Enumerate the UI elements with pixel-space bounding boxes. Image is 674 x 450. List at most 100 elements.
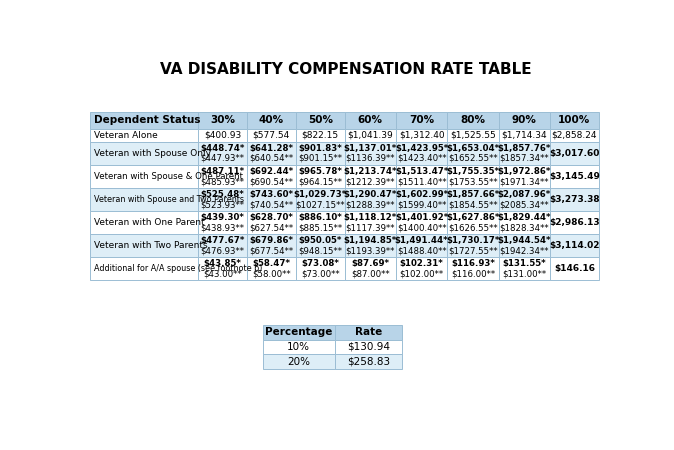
Text: $1027.15**: $1027.15** [295, 200, 345, 209]
Bar [262, 325, 335, 340]
Bar [296, 234, 344, 257]
Text: 30%: 30% [210, 115, 235, 125]
Text: $640.54**: $640.54** [249, 154, 293, 163]
Text: $2,986.13: $2,986.13 [549, 218, 600, 227]
Text: $1,972.86*: $1,972.86* [497, 167, 551, 176]
Text: Additional for A/A spouse (see footnote b): Additional for A/A spouse (see footnote … [94, 264, 262, 273]
Text: $1,041.39: $1,041.39 [347, 131, 393, 140]
Text: $43.85*: $43.85* [204, 259, 241, 268]
Bar [198, 129, 247, 142]
Text: $448.74*: $448.74* [200, 144, 245, 153]
Bar [296, 129, 344, 142]
Text: Veteran with Spouse and Two Parents: Veteran with Spouse and Two Parents [94, 195, 243, 204]
Bar [499, 211, 550, 234]
Text: 20%: 20% [287, 356, 310, 367]
Text: $3,114.02: $3,114.02 [549, 241, 600, 250]
Bar [247, 112, 296, 129]
Bar [344, 142, 396, 165]
Text: $1400.40**: $1400.40** [397, 223, 446, 232]
Text: Veteran with Spouse & One Parent: Veteran with Spouse & One Parent [94, 172, 243, 181]
Text: $43.00**: $43.00** [203, 270, 242, 279]
Text: $690.54**: $690.54** [249, 177, 293, 186]
Bar [344, 129, 396, 142]
Bar [499, 112, 550, 129]
Text: $58.47*: $58.47* [252, 259, 290, 268]
Bar [550, 112, 599, 129]
Bar [448, 129, 499, 142]
Text: $965.78*: $965.78* [299, 167, 342, 176]
Bar [262, 340, 335, 354]
Text: $485.93**: $485.93** [200, 177, 245, 186]
Text: $1,513.47*: $1,513.47* [395, 167, 448, 176]
Bar [448, 142, 499, 165]
Bar [296, 112, 344, 129]
Text: $525.48*: $525.48* [201, 190, 244, 199]
Bar [247, 129, 296, 142]
Bar [90, 112, 198, 129]
Text: $102.00**: $102.00** [400, 270, 443, 279]
Text: VA DISABILITY COMPENSATION RATE TABLE: VA DISABILITY COMPENSATION RATE TABLE [160, 62, 531, 77]
Text: $885.15**: $885.15** [298, 223, 342, 232]
Bar [344, 188, 396, 211]
Bar [550, 234, 599, 257]
Bar [550, 129, 599, 142]
Bar [198, 234, 247, 257]
Text: $1117.39**: $1117.39** [346, 223, 395, 232]
Text: $1854.55**: $1854.55** [448, 200, 498, 209]
Text: $1,290.47*: $1,290.47* [344, 190, 397, 199]
Bar [90, 188, 198, 211]
Bar [448, 211, 499, 234]
Bar [198, 142, 247, 165]
Text: Veteran with One Parent: Veteran with One Parent [94, 218, 204, 227]
Text: $476.93**: $476.93** [200, 246, 245, 255]
Text: Dependent Status: Dependent Status [94, 115, 200, 125]
Text: 10%: 10% [287, 342, 310, 352]
Text: $87.00**: $87.00** [351, 270, 390, 279]
Text: $1828.34**: $1828.34** [499, 223, 549, 232]
Text: $1,491.44*: $1,491.44* [395, 236, 448, 245]
Text: $1,118.12*: $1,118.12* [344, 213, 397, 222]
Bar [550, 211, 599, 234]
Text: $146.16: $146.16 [554, 264, 595, 273]
Text: $628.70*: $628.70* [249, 213, 293, 222]
Bar [550, 142, 599, 165]
Text: $1136.39**: $1136.39** [346, 154, 395, 163]
Text: $1,423.95*: $1,423.95* [395, 144, 448, 153]
Text: $1488.40**: $1488.40** [397, 246, 446, 255]
Text: $477.67*: $477.67* [200, 236, 245, 245]
Text: $1,653.04*: $1,653.04* [446, 144, 499, 153]
Text: $400.93: $400.93 [204, 131, 241, 140]
Bar [396, 234, 448, 257]
Bar [198, 257, 247, 280]
Text: $1,627.86*: $1,627.86* [446, 213, 499, 222]
Text: $692.44*: $692.44* [249, 167, 293, 176]
Text: $627.54**: $627.54** [249, 223, 293, 232]
Text: $116.00**: $116.00** [451, 270, 495, 279]
Text: $901.15**: $901.15** [298, 154, 342, 163]
Text: $487.11*: $487.11* [200, 167, 245, 176]
Text: 40%: 40% [259, 115, 284, 125]
Text: $73.00**: $73.00** [301, 270, 340, 279]
Bar [499, 257, 550, 280]
Text: Rate: Rate [355, 327, 382, 338]
Bar [262, 354, 335, 369]
Text: $901.83*: $901.83* [299, 144, 342, 153]
Bar [396, 129, 448, 142]
Bar [335, 325, 402, 340]
Text: $1423.40**: $1423.40** [397, 154, 446, 163]
Text: $2085.34**: $2085.34** [499, 200, 549, 209]
Bar [296, 188, 344, 211]
Bar [296, 142, 344, 165]
Text: $102.31*: $102.31* [400, 259, 443, 268]
Text: $439.30*: $439.30* [200, 213, 245, 222]
Bar [247, 234, 296, 257]
Bar [344, 234, 396, 257]
Bar [499, 234, 550, 257]
Text: $58.00**: $58.00** [252, 270, 290, 279]
Text: $1,829.44*: $1,829.44* [497, 213, 551, 222]
Text: $1,730.17*: $1,730.17* [446, 236, 499, 245]
Bar [198, 112, 247, 129]
Text: $1,602.99*: $1,602.99* [395, 190, 448, 199]
Bar [344, 165, 396, 188]
Text: $1857.34**: $1857.34** [499, 154, 549, 163]
